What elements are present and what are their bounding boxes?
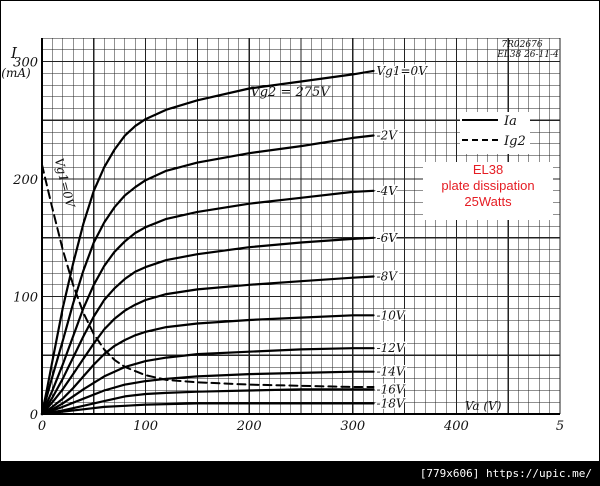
screen-current-curve	[41, 163, 375, 388]
curve-label: -14V	[377, 365, 406, 379]
y-tick-label: 200	[12, 173, 38, 188]
annotation-line-tube: EL38	[472, 162, 504, 177]
anode-current-curve	[40, 236, 375, 416]
watermark-bar: [779x606] https://upic.me/	[0, 461, 600, 486]
anode-current-curve	[40, 347, 375, 416]
curve-label: -6V	[377, 231, 399, 245]
anode-current-curve	[40, 189, 375, 416]
x-tick-label: 5	[556, 419, 564, 434]
curve-label: -16V	[377, 382, 406, 396]
anode-current-curve	[40, 370, 375, 416]
x-axis-label: Va (V)	[465, 399, 502, 413]
x-tick-label: 0	[38, 419, 46, 434]
annotation-line-dissipation: plate dissipation	[441, 178, 535, 193]
screen-curve-label: Vg1=0V	[52, 157, 78, 211]
corner-code-1: 7R02676	[501, 40, 542, 50]
y-tick-label: 0	[30, 408, 38, 423]
curve-label: -2V	[377, 129, 399, 143]
y-tick-label: 300	[13, 56, 38, 71]
anode-current-curve	[40, 314, 375, 416]
anode-current-curve	[40, 275, 375, 416]
curve-label: -10V	[377, 308, 406, 322]
anode-current-curve	[40, 402, 375, 416]
y-tick-label: 100	[13, 291, 38, 306]
anode-current-curve	[40, 134, 375, 416]
curve-label: -18V	[377, 396, 406, 410]
x-tick-label: 200	[236, 419, 262, 434]
watermark-text: [779x606] https://upic.me/	[419, 467, 592, 480]
anode-current-curve	[40, 388, 375, 416]
corner-code-2: EL38 26-11-4	[496, 50, 559, 60]
anode-current-curve	[40, 69, 375, 416]
curve-label: -4V	[377, 184, 399, 198]
x-tick-label: 400	[443, 419, 469, 434]
screen-voltage-label: Vg2 = 275V	[250, 85, 331, 100]
legend-label: Ia	[503, 114, 517, 129]
annotation-line-watts: 25Watts	[464, 194, 512, 209]
y-axis-unit: (mA)	[1, 66, 31, 80]
legend-label: Ig2	[503, 134, 526, 149]
curve-label: -8V	[377, 270, 399, 284]
y-axis-label: I	[10, 44, 18, 62]
curve-label: -12V	[377, 341, 406, 355]
dissipation-annotation: EL38 plate dissipation 25Watts	[423, 162, 553, 220]
curves	[40, 69, 375, 416]
legend	[460, 112, 530, 154]
x-tick-label: 300	[340, 419, 365, 434]
curve-label: Vg1=0V	[377, 64, 429, 78]
x-tick-label: 100	[133, 419, 158, 434]
